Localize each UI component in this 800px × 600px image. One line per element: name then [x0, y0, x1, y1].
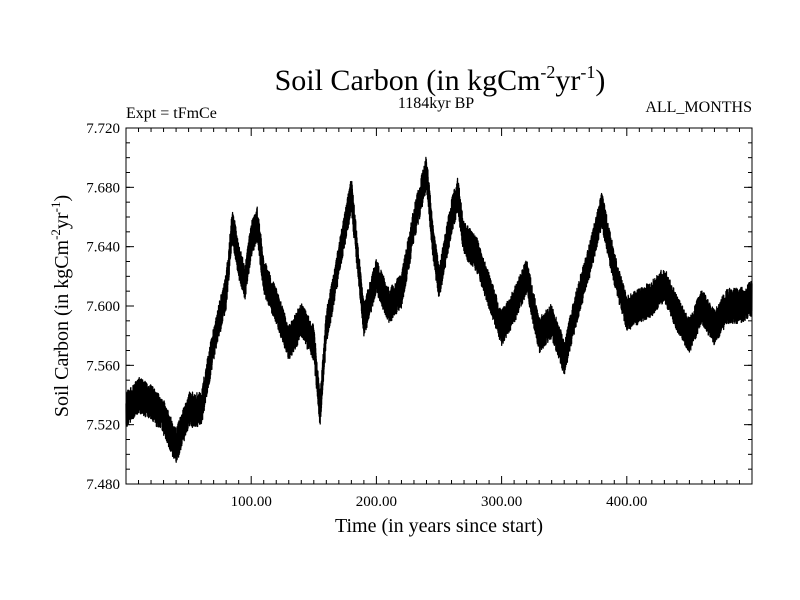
y-axis-label: Soil Carbon (in kgCm-2yr-1)	[48, 195, 73, 417]
y-tick-label: 7.720	[86, 121, 120, 137]
x-tick-label: 200.00	[356, 494, 397, 510]
ticks-layer	[126, 127, 752, 485]
y-tick-label: 7.680	[86, 180, 120, 196]
chart-subtitle: 1184kyr BP	[398, 95, 474, 112]
chart-title: Soil Carbon (in kgCm-2yr-1)	[275, 62, 606, 97]
y-tick-labels: 7.480 7.520 7.560 7.600 7.640 7.680 7.720	[86, 121, 120, 493]
x-axis-label: Time (in years since start)	[335, 515, 543, 537]
x-tick-label: 300.00	[481, 494, 522, 510]
y-tick-label: 7.600	[86, 299, 120, 315]
months-label: ALL_MONTHS	[645, 99, 752, 116]
x-tick-label: 400.00	[606, 494, 647, 510]
series-line-soil-carbon	[125, 156, 753, 463]
x-tick-label: 100.00	[231, 494, 272, 510]
expt-label: Expt = tFmCe	[126, 105, 217, 122]
x-tick-labels: 100.00 200.00 300.00 400.00	[231, 494, 648, 510]
y-tick-label: 7.520	[86, 418, 120, 434]
y-tick-label: 7.480	[86, 477, 120, 493]
y-tick-label: 7.560	[86, 358, 120, 374]
y-tick-label: 7.640	[86, 240, 120, 256]
